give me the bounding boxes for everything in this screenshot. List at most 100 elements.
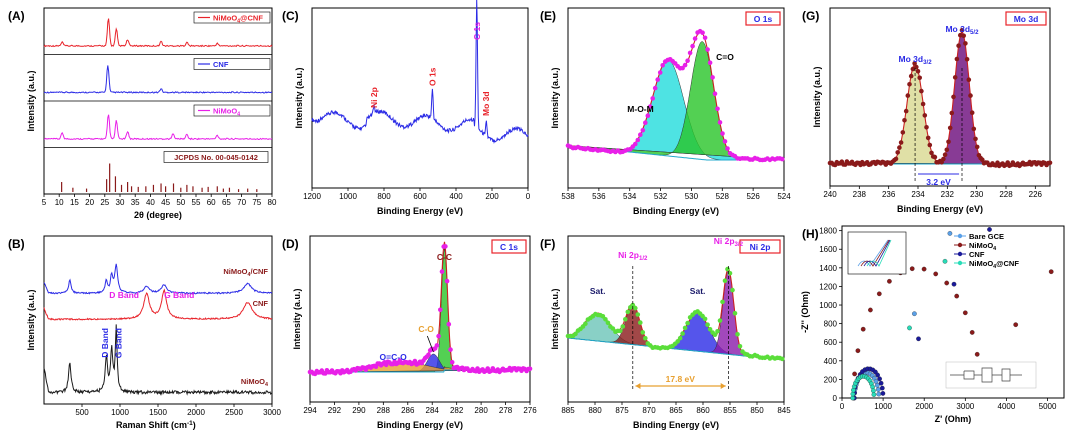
impedance-point — [921, 266, 927, 272]
y-axis-label: Intensity (a.u.) — [550, 67, 560, 128]
data-point — [922, 113, 928, 118]
impedance-point — [912, 311, 917, 317]
data-point — [958, 32, 963, 38]
data-point — [643, 120, 648, 125]
impedance-point — [909, 266, 915, 272]
x-tick-label: 290 — [352, 406, 366, 415]
data-point — [964, 57, 970, 62]
plot-frame — [841, 225, 1065, 399]
panel-G: 240 238 236 234 232 230 228 226 Binding Energy (… — [812, 7, 1053, 214]
element-label: Mo 3d — [481, 91, 491, 116]
x-tick-label: 855 — [723, 406, 737, 415]
data-point — [690, 43, 695, 49]
survey-line — [311, 0, 529, 145]
x-tick-label: 278 — [499, 406, 513, 415]
data-point — [692, 36, 698, 41]
splitting-label: 17.8 eV — [666, 374, 696, 384]
x-tick-label: 30 — [116, 198, 125, 207]
y-tick-label: 1200 — [819, 282, 837, 291]
x-tick-label: 2000 — [915, 402, 933, 411]
data-point — [725, 146, 730, 151]
data-point — [949, 110, 955, 116]
impedance-point — [942, 258, 948, 264]
data-point — [905, 93, 911, 98]
panel-label: (A) — [8, 9, 25, 23]
element-label: Ni 2p — [369, 87, 379, 108]
impedance-point — [875, 387, 881, 392]
envelope-line — [310, 241, 530, 373]
g-band-label: G Band — [114, 328, 124, 358]
panel-label: (D) — [282, 237, 299, 251]
element-label: O 1s — [427, 67, 437, 86]
data-point — [633, 141, 638, 147]
x-tick-label: 280 — [474, 406, 488, 415]
x-tick-label: 226 — [1029, 190, 1043, 199]
legend-entry: NiMoO4 — [969, 241, 996, 252]
x-axis-label: Z' (Ohm) — [935, 414, 972, 424]
y-axis-label: -Z'' (Ohm) — [800, 291, 810, 333]
component-label: C-O — [418, 324, 434, 334]
y-tick-label: 800 — [824, 320, 838, 329]
panel-D: 294 292 290 288 286 284 282 280 278 276 Binding En… — [292, 235, 537, 430]
data-point — [702, 316, 708, 322]
region-tag: Ni 2p — [750, 242, 771, 252]
data-point — [707, 327, 713, 332]
x-tick-label: 1000 — [874, 402, 892, 411]
x-tick-label: 1500 — [149, 408, 167, 417]
y-axis-label: Intensity (a.u.) — [294, 67, 304, 128]
plot-frame — [309, 235, 531, 403]
y-axis-label: Intensity (a.u.) — [292, 288, 302, 349]
data-point — [675, 339, 680, 344]
x-tick-label: 288 — [377, 406, 391, 415]
x-tick-label: 282 — [450, 406, 464, 415]
data-point — [942, 152, 948, 157]
data-point — [980, 157, 985, 162]
data-point — [527, 366, 533, 372]
y-axis-label: Intensity (a.u.) — [26, 70, 36, 131]
panel-label: (B) — [8, 237, 25, 251]
impedance-point — [871, 392, 877, 397]
x-tick-label: 15 — [70, 198, 79, 207]
y-axis-label: Intensity (a.u.) — [550, 288, 560, 349]
x-tick-label: 238 — [853, 190, 867, 199]
x-tick-label: 40 — [146, 198, 155, 207]
data-point — [912, 61, 917, 66]
data-point — [705, 322, 710, 328]
x-tick-label: 2000 — [187, 408, 205, 417]
component-label: O=C-O — [380, 352, 408, 362]
legend-marker — [957, 242, 963, 248]
data-point — [449, 360, 455, 365]
data-point — [633, 305, 638, 311]
x-tick-label: 2500 — [225, 408, 243, 417]
data-point — [959, 27, 965, 33]
x-tick-label: 0 — [526, 192, 531, 201]
impedance-point — [878, 380, 884, 386]
x-tick-label: 232 — [941, 190, 955, 199]
panel-label: (F) — [540, 237, 555, 251]
y-tick-label: 400 — [824, 357, 838, 366]
data-point — [426, 352, 431, 358]
data-point — [735, 332, 740, 337]
data-point — [652, 85, 658, 91]
x-tick-label: 524 — [777, 192, 791, 201]
impedance-point — [974, 351, 980, 357]
d-band-label: D Band — [100, 328, 110, 358]
impedance-point — [887, 278, 892, 284]
data-point — [902, 118, 907, 123]
impedance-point — [879, 385, 885, 391]
legend-box — [193, 104, 271, 117]
y-tick-label: 1400 — [819, 264, 837, 273]
data-point — [638, 132, 643, 137]
x-tick-label: 230 — [970, 190, 984, 199]
data-point — [929, 150, 934, 156]
data-point — [974, 144, 980, 150]
data-point — [727, 271, 733, 276]
x-tick-label: 845 — [777, 406, 791, 415]
region-tag-box — [1005, 11, 1047, 26]
data-point — [932, 154, 938, 160]
component-label: Sat. — [690, 286, 706, 296]
data-point — [660, 63, 665, 68]
region-tag: Mo 3d — [1014, 14, 1039, 24]
data-point — [919, 88, 924, 94]
x-tick-label: 600 — [413, 192, 427, 201]
